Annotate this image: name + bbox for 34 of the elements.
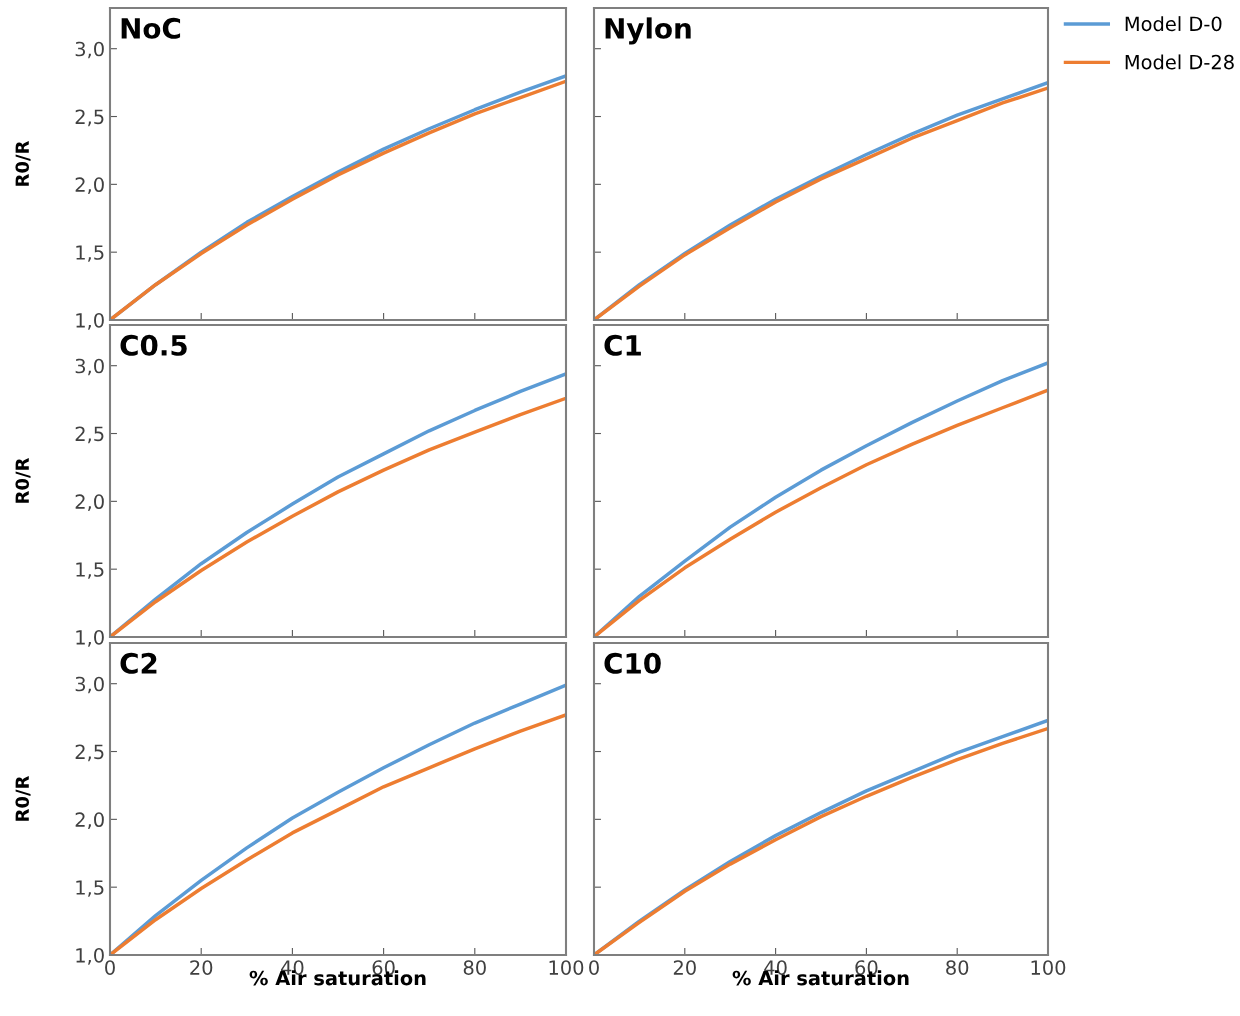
chart-title: Nylon bbox=[605, 17, 691, 45]
legend-label: Model D-28 bbox=[1125, 54, 1234, 70]
y-axis-title: R0/R bbox=[15, 140, 31, 186]
y-tick-label: 2,0 bbox=[75, 177, 104, 194]
y-tick-label: 1,0 bbox=[76, 947, 104, 965]
y-tick-label: 2,5 bbox=[75, 426, 104, 444]
chart-title: C10 bbox=[604, 652, 661, 674]
y-tick-label: 1,0 bbox=[76, 312, 104, 330]
y-tick-label: 3,0 bbox=[75, 41, 104, 59]
legend-label: Model D-0 bbox=[1125, 16, 1222, 32]
x-tick-label: 100 bbox=[1031, 960, 1066, 975]
y-axis-title: R0/R bbox=[15, 457, 31, 503]
x-tick-label: 0 bbox=[105, 960, 115, 975]
y-tick-label: 3,0 bbox=[75, 676, 104, 694]
y-tick-label: 2,5 bbox=[75, 744, 104, 762]
y-tick-label: 2,0 bbox=[75, 494, 104, 511]
x-tick-label: 20 bbox=[190, 960, 213, 975]
y-tick-label: 1,5 bbox=[76, 245, 104, 262]
x-tick-label: 100 bbox=[549, 960, 584, 975]
chart-title: NoC bbox=[121, 17, 181, 39]
y-tick-label: 3,0 bbox=[75, 358, 104, 376]
y-tick-label: 1,0 bbox=[76, 629, 104, 647]
y-tick-label: 1,5 bbox=[76, 562, 104, 579]
chart-title: C0.5 bbox=[120, 334, 187, 356]
x-tick-label: 0 bbox=[589, 960, 599, 975]
x-tick-label: 80 bbox=[946, 960, 969, 975]
y-axis-title: R0/R bbox=[15, 775, 31, 821]
x-tick-label: 20 bbox=[673, 960, 696, 975]
y-tick-label: 1,5 bbox=[76, 880, 104, 897]
chart-title: C1 bbox=[604, 334, 641, 356]
y-tick-label: 2,0 bbox=[75, 812, 104, 829]
chart-title: C2 bbox=[120, 652, 157, 674]
y-tick-label: 2,5 bbox=[75, 109, 104, 127]
x-tick-label: 80 bbox=[463, 960, 486, 975]
